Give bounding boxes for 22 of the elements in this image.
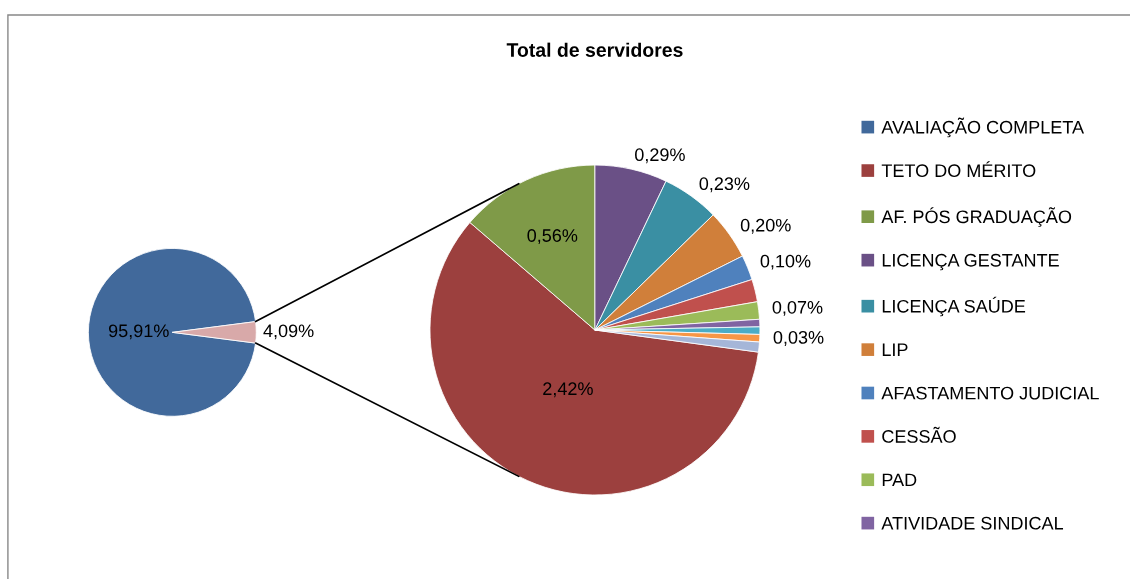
legend-label: PAD: [882, 473, 917, 487]
legend-label: AVALIAÇÃO COMPLETA: [881, 117, 1085, 138]
legend-label: ATIVIDADE SINDICAL: [881, 516, 1064, 530]
pie-slice: [87, 247, 257, 417]
data-label: 0,03%: [773, 330, 824, 346]
legend-label: TETO DO MÉRITO: [881, 161, 1036, 178]
legend-label: LIP: [882, 343, 908, 356]
legend-label: AFASTAMENTO JUDICIAL: [881, 386, 1099, 400]
data-label: 0,10%: [760, 254, 811, 270]
data-label: 0,20%: [740, 218, 791, 234]
legend-label: LICENÇA GESTANTE: [882, 253, 1059, 271]
data-label: 0,23%: [699, 177, 750, 193]
data-label: 4,09%: [263, 324, 314, 340]
data-label: 0,56%: [527, 229, 578, 245]
legend-label: AF. PÓS GRADUAÇÃO: [881, 207, 1072, 227]
legend-label: CESSÃO: [882, 426, 956, 443]
chart-title: Total de servidores: [506, 42, 683, 57]
legend-label: LICENÇA SAÚDE: [882, 296, 1026, 317]
data-label: 95,91%: [108, 324, 169, 340]
data-label: 0,29%: [635, 148, 685, 164]
data-label: 2,42%: [543, 382, 593, 398]
data-label: 0,07%: [772, 300, 823, 316]
